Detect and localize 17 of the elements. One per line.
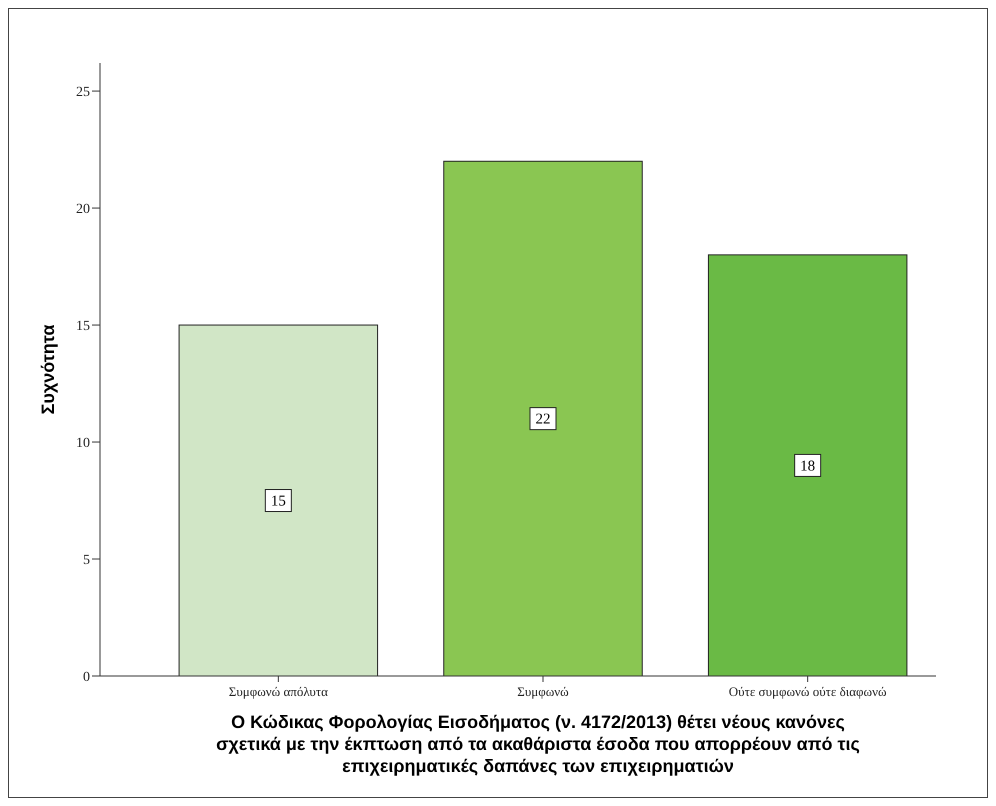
bar (443, 160, 643, 676)
bar (708, 254, 908, 676)
y-tick-label: 0 (83, 670, 90, 685)
y-tick-label: 15 (76, 319, 90, 334)
data-label: 22 (536, 412, 550, 428)
x-tick-label: Ούτε συμφωνώ ούτε διαφωνώ (728, 684, 887, 699)
y-tick-label: 5 (83, 553, 90, 568)
y-tick-label: 10 (76, 436, 90, 452)
x-axis-title: Ο Κώδικας Φορολογίας Εισοδήματος (ν. 4172/2013) θέτει νέους κανόνες σχετικά με την έκπτωση από τα ακαθάριστα έσοδα που απορρέουν από τις επιχειρηματικές δαπάνες των επιχειρηματιών (216, 712, 860, 776)
x-tick-label: Συμφωνώ (517, 684, 570, 699)
y-tick-label: 25 (76, 85, 90, 100)
data-label: 15 (270, 494, 286, 510)
data-label: 18 (800, 458, 816, 474)
bar (178, 324, 378, 676)
x-tick-label: Συμφωνώ απόλυτα (228, 684, 328, 699)
y-axis-title: Συχνότητα (38, 324, 58, 414)
y-tick-label: 20 (76, 202, 90, 218)
